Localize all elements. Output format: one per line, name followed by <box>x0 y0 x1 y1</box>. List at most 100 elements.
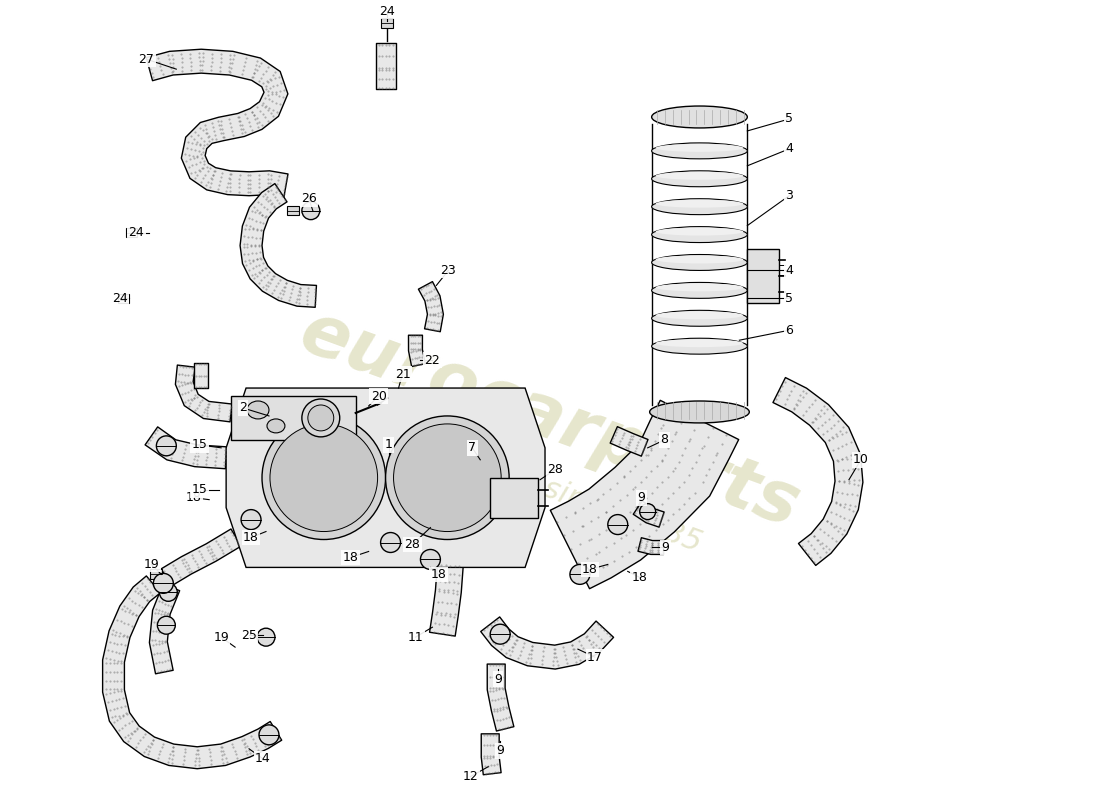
Circle shape <box>394 424 502 531</box>
Polygon shape <box>638 538 663 554</box>
Text: 22: 22 <box>425 354 440 366</box>
Polygon shape <box>146 50 288 198</box>
Ellipse shape <box>301 399 340 437</box>
Text: 10: 10 <box>852 454 869 466</box>
Circle shape <box>257 628 275 646</box>
Text: 9: 9 <box>496 744 504 758</box>
Text: a passion since 1985: a passion since 1985 <box>394 421 706 558</box>
Text: 24: 24 <box>111 292 128 305</box>
Polygon shape <box>773 378 862 566</box>
Text: 24: 24 <box>129 226 144 239</box>
Circle shape <box>491 624 510 644</box>
Text: 9: 9 <box>494 673 502 686</box>
Bar <box>126 228 136 237</box>
Text: 18: 18 <box>343 551 359 564</box>
Text: 28: 28 <box>405 538 420 551</box>
Polygon shape <box>430 563 463 636</box>
Text: 8: 8 <box>661 434 669 446</box>
Text: 3: 3 <box>785 190 793 202</box>
Text: 9: 9 <box>662 541 670 554</box>
Text: 1: 1 <box>385 438 393 451</box>
Polygon shape <box>150 584 179 674</box>
Text: 18: 18 <box>631 571 648 584</box>
Ellipse shape <box>651 198 747 214</box>
Text: 18: 18 <box>430 568 447 581</box>
Text: 19: 19 <box>143 558 160 571</box>
Ellipse shape <box>656 228 744 235</box>
Polygon shape <box>231 396 355 440</box>
Circle shape <box>386 416 509 539</box>
Text: 25: 25 <box>241 629 257 642</box>
Circle shape <box>153 574 174 594</box>
Ellipse shape <box>656 311 744 319</box>
Text: 18: 18 <box>185 491 201 504</box>
Polygon shape <box>162 529 241 586</box>
Text: 15: 15 <box>191 483 207 496</box>
Text: 21: 21 <box>395 367 410 381</box>
Circle shape <box>157 616 175 634</box>
Text: 15: 15 <box>191 438 207 451</box>
Text: 9: 9 <box>638 491 646 504</box>
Polygon shape <box>634 501 664 527</box>
Ellipse shape <box>651 254 747 270</box>
Circle shape <box>420 550 440 570</box>
Ellipse shape <box>308 405 333 431</box>
Ellipse shape <box>656 200 744 208</box>
Polygon shape <box>375 43 396 89</box>
Ellipse shape <box>651 170 747 186</box>
Circle shape <box>270 424 377 531</box>
Polygon shape <box>227 388 544 567</box>
Text: 12: 12 <box>462 770 478 783</box>
Polygon shape <box>481 734 502 774</box>
Text: 5: 5 <box>785 113 793 126</box>
Circle shape <box>262 416 386 539</box>
Text: 17: 17 <box>587 650 603 664</box>
Ellipse shape <box>248 401 270 419</box>
Circle shape <box>258 725 279 745</box>
Polygon shape <box>408 335 426 366</box>
Text: 24: 24 <box>378 5 395 18</box>
Ellipse shape <box>651 282 747 298</box>
Text: 18: 18 <box>582 563 597 576</box>
Bar <box>491 478 538 518</box>
Text: 26: 26 <box>301 192 317 206</box>
Text: 6: 6 <box>785 324 793 337</box>
Bar <box>118 294 129 303</box>
Ellipse shape <box>651 106 747 128</box>
Polygon shape <box>195 363 208 388</box>
Polygon shape <box>418 282 443 332</box>
Text: 18: 18 <box>243 531 258 544</box>
Text: 20: 20 <box>371 390 386 402</box>
Text: 4: 4 <box>785 264 793 277</box>
Circle shape <box>640 504 656 519</box>
Ellipse shape <box>651 310 747 326</box>
Text: 4: 4 <box>785 142 793 155</box>
Ellipse shape <box>651 143 747 159</box>
Circle shape <box>160 583 177 602</box>
Text: 5: 5 <box>785 292 793 305</box>
Polygon shape <box>175 365 232 422</box>
Circle shape <box>301 202 320 220</box>
Circle shape <box>608 514 628 534</box>
Bar <box>287 206 299 215</box>
Ellipse shape <box>651 226 747 242</box>
Bar <box>381 18 393 28</box>
Ellipse shape <box>656 144 744 152</box>
Ellipse shape <box>656 339 744 347</box>
Text: 14: 14 <box>255 752 271 766</box>
Text: 27: 27 <box>139 53 154 66</box>
Text: 19: 19 <box>213 630 229 644</box>
Polygon shape <box>145 427 227 469</box>
Polygon shape <box>487 664 514 731</box>
Polygon shape <box>481 617 614 669</box>
Text: 23: 23 <box>440 264 456 277</box>
Text: 2: 2 <box>239 402 248 414</box>
Ellipse shape <box>656 172 744 180</box>
Circle shape <box>241 510 261 530</box>
Text: 11: 11 <box>408 630 424 644</box>
Ellipse shape <box>656 283 744 291</box>
Bar <box>747 249 779 303</box>
Polygon shape <box>240 184 317 307</box>
Circle shape <box>156 436 176 456</box>
Ellipse shape <box>656 255 744 263</box>
